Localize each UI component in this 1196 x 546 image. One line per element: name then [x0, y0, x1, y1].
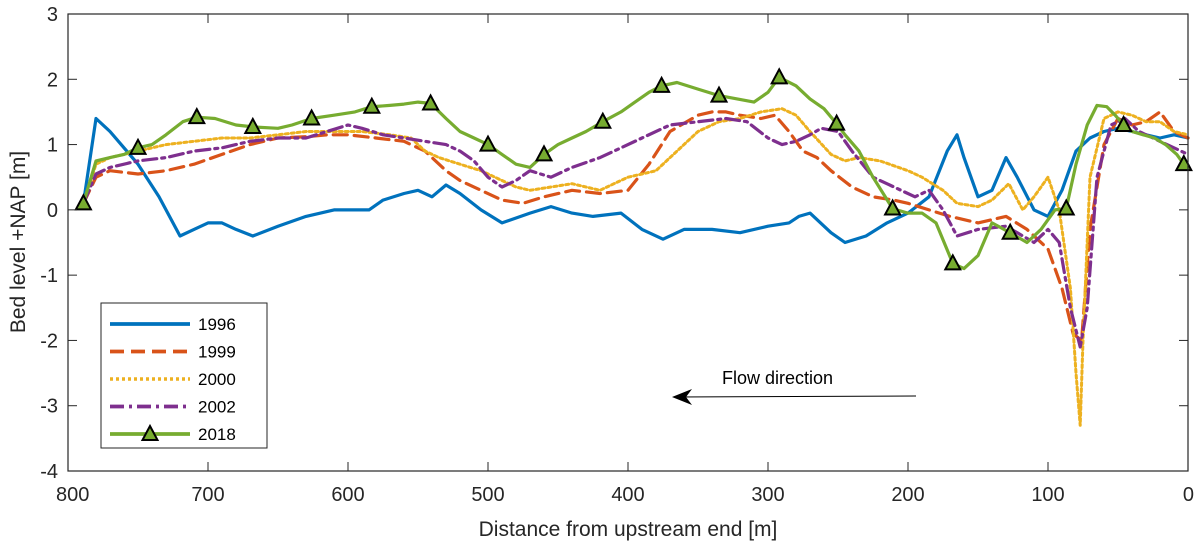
marker-2018-point	[1057, 198, 1076, 216]
marker-2018-point	[478, 134, 498, 152]
marker-2018-point	[827, 113, 846, 131]
series-line-2002	[81, 116, 1190, 349]
y-tick-label: 2	[47, 69, 58, 91]
marker-2018-point	[652, 75, 671, 93]
x-tick-label: 700	[191, 484, 224, 506]
marker-2018-point	[302, 108, 321, 126]
marker-2018-point	[593, 111, 612, 129]
legend-label-2000: 2000	[198, 370, 236, 389]
flow-direction-arrow-shaft	[675, 395, 917, 398]
legend-label-2018: 2018	[198, 425, 236, 444]
plot-area	[74, 67, 1193, 427]
legend-marker-icon	[140, 423, 160, 441]
marker-2018-point	[421, 93, 440, 111]
legend: 1996 1999 2000 2002 2018	[100, 302, 268, 449]
marker-2018-point	[362, 96, 381, 114]
flow-direction-annotation: Flow direction	[672, 368, 917, 405]
marker-2018-point	[74, 193, 93, 211]
x-tick-label: 500	[471, 484, 504, 506]
flow-direction-arrowhead-icon	[672, 389, 692, 405]
legend-label-1999: 1999	[198, 343, 236, 362]
marker-2018-point	[709, 85, 729, 103]
y-tick-label: -4	[40, 461, 58, 483]
marker-2018-point	[1114, 114, 1133, 132]
legend-label-2002: 2002	[198, 398, 236, 417]
x-tick-label: 100	[1031, 484, 1064, 506]
marker-2018-point	[534, 144, 554, 162]
series-line-1996	[81, 116, 1190, 245]
y-tick-label: 1	[47, 135, 58, 157]
x-tick-label: 300	[751, 484, 784, 506]
x-tick-label: 400	[611, 484, 644, 506]
marker-2018-point	[943, 253, 962, 271]
series-line-2000	[81, 107, 1190, 427]
axis-ticks: 800 700 600 500 400 300 200 100 0 3 2 1 0 -1 -2 -3 -4	[40, 4, 1194, 506]
marker-2018-point	[187, 107, 206, 125]
marker-2018-point	[128, 137, 148, 155]
x-tick-label: 0	[1183, 484, 1194, 506]
x-tick-label: 200	[891, 484, 924, 506]
marker-2018-point	[1001, 222, 1020, 240]
y-tick-label: -1	[40, 265, 58, 287]
y-axis-label: Bed level +NAP [m]	[7, 151, 30, 333]
legend-box	[100, 302, 268, 449]
x-axis-label: Distance from upstream end [m]	[479, 518, 778, 541]
legend-label-1996: 1996	[198, 315, 236, 334]
y-tick-label: -2	[40, 330, 58, 352]
marker-2018-point	[243, 116, 262, 134]
flow-direction-label: Flow direction	[722, 368, 833, 388]
marker-2018-point	[883, 198, 902, 216]
x-tick-label: 600	[331, 484, 364, 506]
marker-2018-point	[770, 67, 789, 85]
x-tick-label: 800	[56, 484, 89, 506]
y-tick-label: 3	[47, 4, 58, 26]
series-line-2018	[81, 75, 1186, 271]
y-tick-label: -3	[40, 396, 58, 418]
y-tick-label: 0	[47, 200, 58, 222]
